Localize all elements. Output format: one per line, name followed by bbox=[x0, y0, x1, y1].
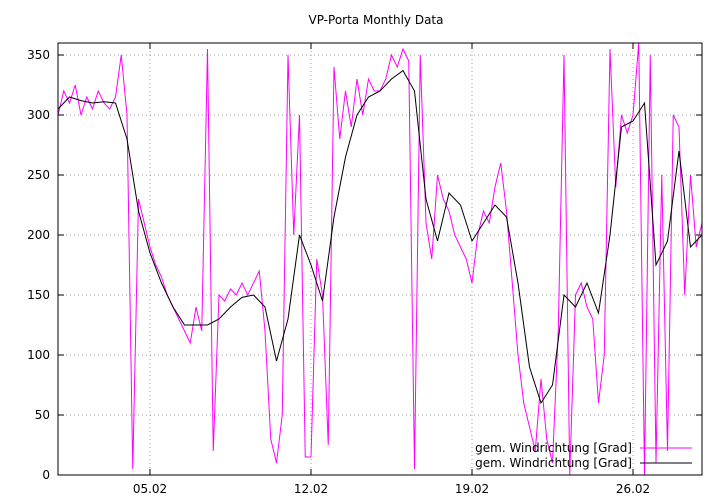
legend-label: gem. Windrichtung [Grad] bbox=[475, 456, 632, 470]
x-tick-label: 19.02 bbox=[455, 482, 489, 496]
y-tick-label: 0 bbox=[42, 468, 50, 482]
chart-title: VP-Porta Monthly Data bbox=[309, 13, 444, 27]
y-tick-label: 250 bbox=[27, 168, 50, 182]
x-tick-label: 12.02 bbox=[294, 482, 328, 496]
x-tick-label: 05.02 bbox=[133, 482, 167, 496]
y-tick-label: 100 bbox=[27, 348, 50, 362]
y-tick-label: 200 bbox=[27, 228, 50, 242]
data-line bbox=[57, 69, 703, 405]
y-tick-label: 50 bbox=[35, 408, 50, 422]
x-tick-label: 26.02 bbox=[616, 482, 650, 496]
data-line bbox=[57, 42, 703, 476]
plot-frame bbox=[57, 42, 703, 476]
y-tick-label: 150 bbox=[27, 288, 50, 302]
legend-label: gem. Windrichtung [Grad] bbox=[475, 441, 632, 455]
y-tick-label: 300 bbox=[27, 108, 50, 122]
y-tick-label: 350 bbox=[27, 48, 50, 62]
